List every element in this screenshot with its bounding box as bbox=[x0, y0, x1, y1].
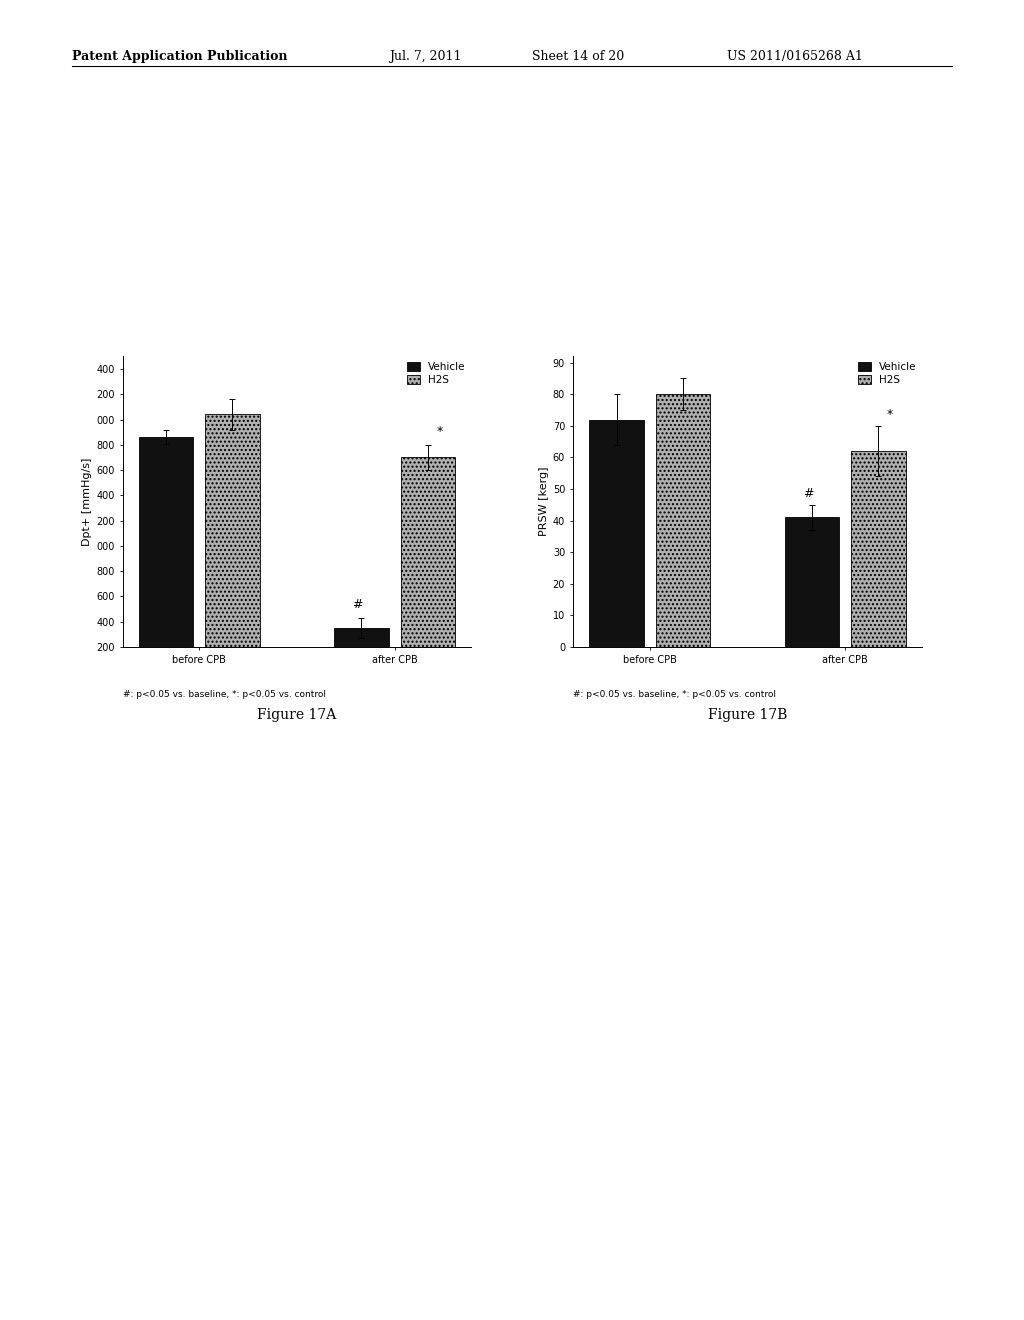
Text: *: * bbox=[887, 408, 893, 421]
Bar bbox=[205, 414, 260, 672]
Bar bbox=[784, 517, 840, 647]
Text: #: p<0.05 vs. baseline, *: p<0.05 vs. control: #: p<0.05 vs. baseline, *: p<0.05 vs. co… bbox=[573, 690, 776, 700]
Legend: Vehicle, H2S: Vehicle, H2S bbox=[858, 362, 916, 385]
Bar bbox=[400, 458, 456, 672]
Text: #: p<0.05 vs. baseline, *: p<0.05 vs. control: #: p<0.05 vs. baseline, *: p<0.05 vs. co… bbox=[123, 690, 326, 700]
Text: Patent Application Publication: Patent Application Publication bbox=[72, 50, 287, 63]
Bar bbox=[589, 420, 644, 647]
Bar bbox=[655, 395, 711, 647]
Legend: Vehicle, H2S: Vehicle, H2S bbox=[408, 362, 466, 385]
Bar bbox=[851, 451, 906, 647]
Y-axis label: PRSW [kerg]: PRSW [kerg] bbox=[539, 467, 549, 536]
Bar bbox=[138, 437, 194, 672]
Text: Jul. 7, 2011: Jul. 7, 2011 bbox=[389, 50, 462, 63]
Y-axis label: Dpt+ [mmHg/s]: Dpt+ [mmHg/s] bbox=[82, 458, 92, 545]
Text: Figure 17B: Figure 17B bbox=[708, 709, 787, 722]
Bar bbox=[334, 628, 389, 672]
Text: #: # bbox=[352, 598, 362, 611]
Text: #: # bbox=[803, 487, 813, 500]
Text: Figure 17A: Figure 17A bbox=[257, 709, 337, 722]
Text: *: * bbox=[436, 425, 442, 438]
Text: Sheet 14 of 20: Sheet 14 of 20 bbox=[532, 50, 625, 63]
Text: US 2011/0165268 A1: US 2011/0165268 A1 bbox=[727, 50, 863, 63]
